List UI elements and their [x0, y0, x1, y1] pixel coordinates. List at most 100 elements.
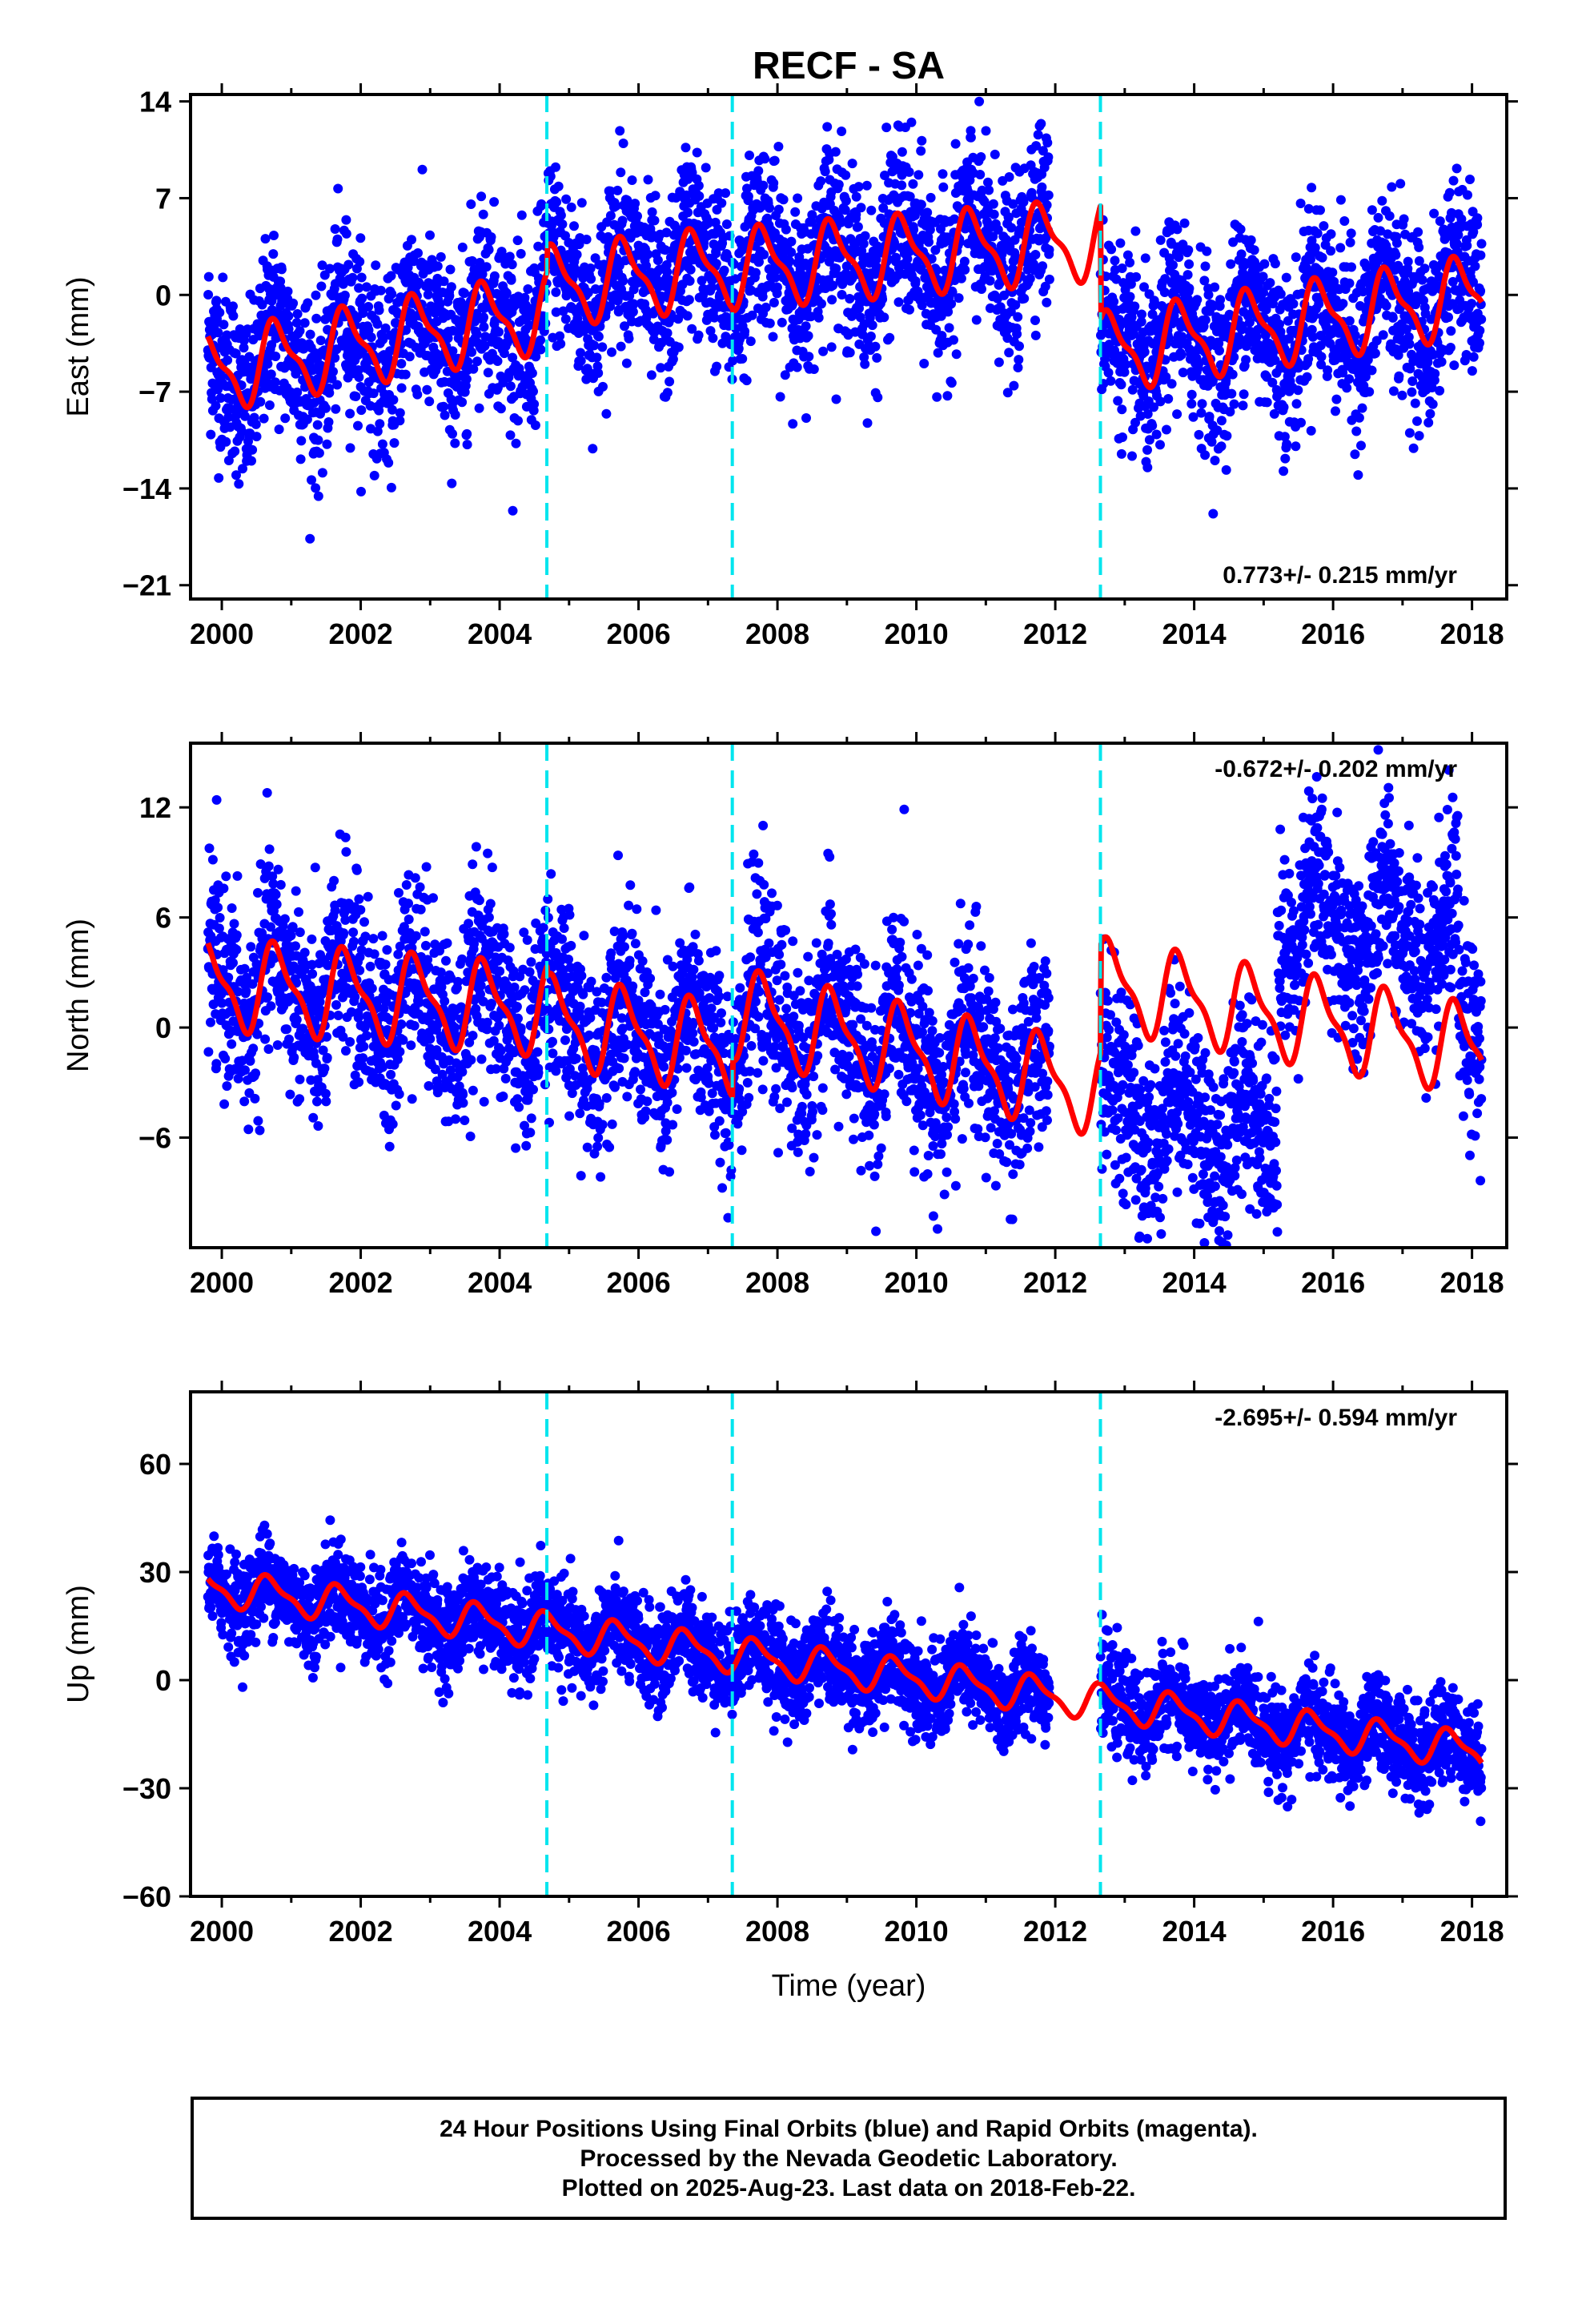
data-point: [232, 409, 243, 420]
data-point: [673, 342, 684, 352]
data-point: [1345, 237, 1355, 247]
data-point: [643, 175, 653, 185]
data-point: [1200, 261, 1211, 271]
data-point: [479, 312, 488, 323]
data-point: [311, 483, 321, 493]
data-point: [780, 370, 790, 380]
data-point: [401, 880, 412, 890]
data-point: [1354, 412, 1364, 423]
data-point: [240, 411, 250, 421]
data-point: [307, 475, 316, 485]
data-point: [836, 217, 846, 227]
data-point: [468, 364, 479, 374]
data-point: [444, 291, 455, 301]
data-point: [709, 239, 719, 249]
data-point: [343, 259, 354, 270]
data-point: [395, 408, 405, 418]
data-point: [361, 282, 371, 292]
data-point: [1115, 238, 1126, 248]
data-point: [1342, 383, 1352, 393]
data-point: [1221, 464, 1231, 475]
data-point: [618, 275, 628, 286]
data-point: [773, 204, 784, 215]
data-point: [385, 346, 396, 356]
data-point: [361, 1031, 371, 1041]
data-point: [656, 363, 666, 373]
data-point: [628, 299, 639, 309]
data-point: [1238, 400, 1248, 411]
data-point: [271, 890, 281, 899]
data-point: [274, 424, 284, 435]
data-point: [1043, 190, 1054, 200]
data-point: [520, 292, 530, 303]
data-point: [439, 276, 449, 287]
data-point: [946, 299, 957, 309]
data-point: [1265, 278, 1275, 288]
data-point: [616, 167, 626, 178]
data-point: [1472, 213, 1483, 223]
data-point: [1241, 355, 1251, 365]
data-point: [275, 879, 286, 890]
data-point: [215, 393, 226, 403]
data-point: [1350, 449, 1360, 460]
data-point: [769, 178, 779, 188]
data-point: [211, 1059, 222, 1069]
data-point: [1125, 292, 1135, 302]
data-point: [975, 170, 986, 179]
data-point: [1116, 448, 1126, 459]
data-point: [822, 122, 833, 132]
data-point: [828, 280, 838, 291]
data-point: [400, 369, 411, 380]
data-point: [1110, 255, 1120, 266]
data-point: [707, 283, 717, 292]
data-point: [1404, 339, 1415, 349]
data-point: [950, 214, 960, 224]
data-point: [917, 300, 927, 311]
data-point: [220, 1053, 231, 1063]
rate-label: 0.773+/- 0.215 mm/yr: [1223, 562, 1457, 589]
data-point: [355, 233, 366, 243]
data-point: [289, 1052, 299, 1063]
data-point: [248, 1043, 259, 1054]
data-point: [294, 907, 303, 917]
data-point: [372, 319, 383, 329]
data-point: [950, 139, 961, 149]
data-point: [820, 167, 830, 177]
data-point: [253, 887, 263, 898]
data-point: [1014, 355, 1024, 365]
data-point: [356, 272, 367, 283]
data-point: [295, 1074, 305, 1084]
data-point: [330, 906, 340, 916]
data-point: [387, 1119, 398, 1129]
data-point: [219, 883, 229, 894]
data-point: [684, 295, 694, 305]
data-point: [223, 355, 233, 365]
data-point: [649, 215, 660, 226]
data-point: [801, 413, 811, 423]
data-point: [1246, 235, 1256, 245]
data-point: [480, 332, 491, 342]
data-point: [551, 287, 561, 297]
data-point: [769, 297, 779, 308]
data-point: [445, 264, 456, 275]
data-point: [956, 273, 966, 283]
data-point: [919, 359, 930, 368]
data-point: [1030, 250, 1041, 259]
data-point: [1179, 218, 1190, 228]
data-point: [1310, 243, 1320, 253]
data-point: [598, 381, 608, 392]
data-point: [620, 321, 629, 332]
data-point: [315, 360, 326, 371]
data-point: [1435, 216, 1445, 227]
data-point: [447, 478, 457, 489]
data-point: [232, 870, 243, 881]
data-point: [1014, 341, 1024, 352]
data-point: [403, 263, 413, 272]
data-point: [801, 321, 811, 332]
data-point: [313, 1121, 323, 1131]
data-point: [483, 368, 493, 378]
data-point: [221, 871, 231, 882]
data-point: [1295, 199, 1306, 208]
data-point: [472, 329, 482, 340]
data-point: [621, 358, 632, 368]
